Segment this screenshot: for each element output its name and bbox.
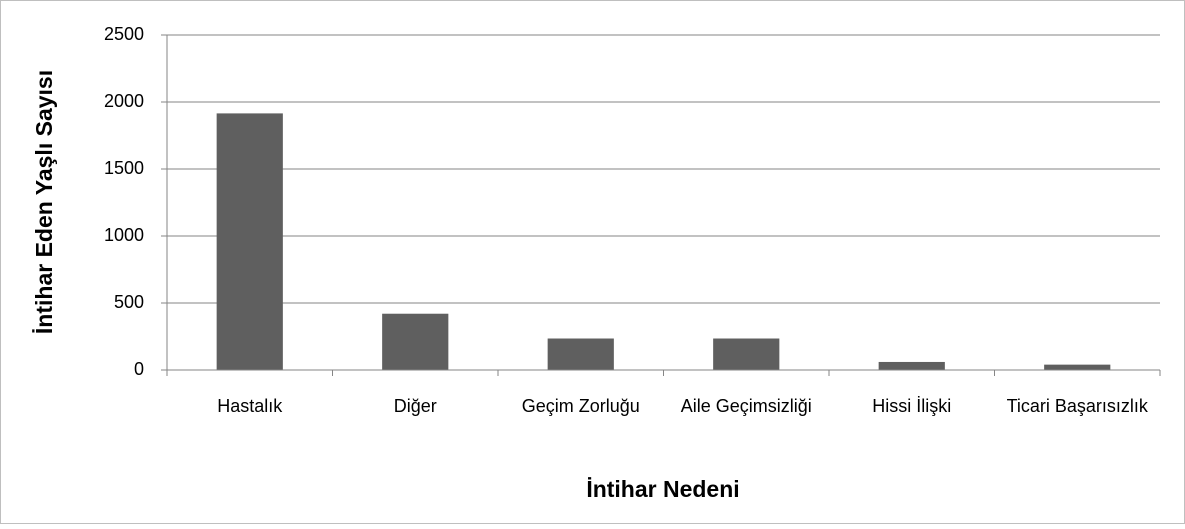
x-tick-label: Ticari Başarısızlık bbox=[1007, 396, 1149, 416]
bar bbox=[216, 113, 283, 370]
y-tick-label: 0 bbox=[134, 359, 144, 379]
bar bbox=[878, 361, 945, 370]
y-tick-label: 500 bbox=[114, 292, 144, 312]
y-tick-label: 1500 bbox=[104, 158, 144, 178]
x-tick-label: Hissi İlişki bbox=[872, 396, 951, 416]
x-tick-label: Aile Geçimsizliği bbox=[681, 396, 812, 416]
y-tick-label: 1000 bbox=[104, 225, 144, 245]
y-axis-title: İntihar Eden Yaşlı Sayısı bbox=[31, 70, 57, 334]
x-tick-label: Geçim Zorluğu bbox=[522, 396, 640, 416]
bar bbox=[713, 338, 780, 370]
x-axis-title: İntihar Nedeni bbox=[586, 476, 739, 502]
y-tick-label: 2500 bbox=[104, 24, 144, 44]
bar bbox=[1044, 364, 1111, 370]
x-tick-label: Hastalık bbox=[217, 396, 283, 416]
x-tick-label: Diğer bbox=[394, 396, 437, 416]
bar bbox=[382, 313, 449, 370]
bar bbox=[547, 338, 614, 370]
y-tick-label: 2000 bbox=[104, 91, 144, 111]
